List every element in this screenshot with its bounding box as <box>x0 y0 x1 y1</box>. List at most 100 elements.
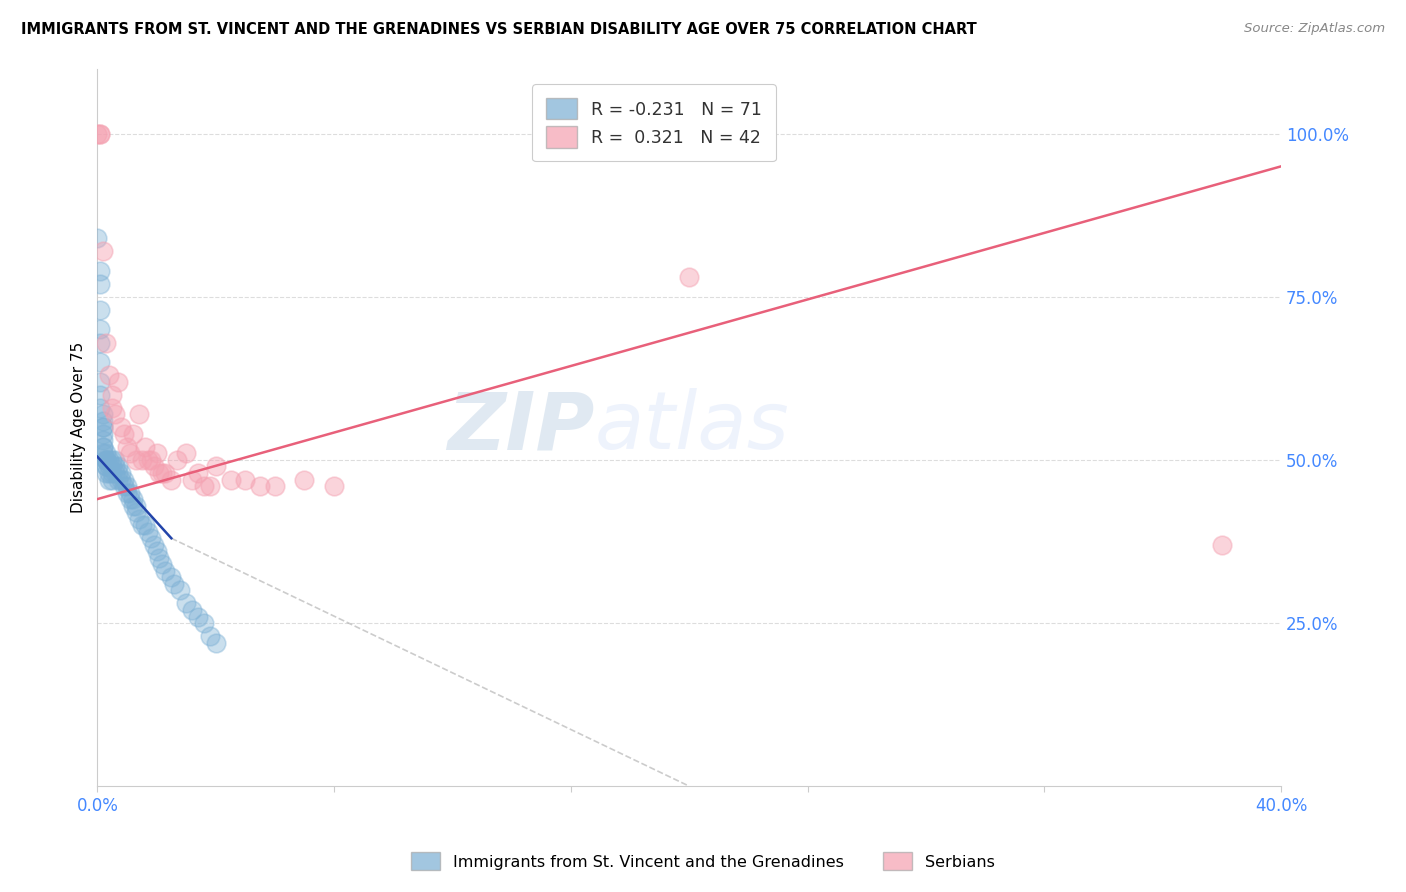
Point <box>91 244 114 259</box>
Point <box>98 453 121 467</box>
Text: Source: ZipAtlas.com: Source: ZipAtlas.com <box>1244 22 1385 36</box>
Point <box>86 231 108 245</box>
Point <box>134 518 156 533</box>
Point <box>128 511 150 525</box>
Point <box>139 453 162 467</box>
Point <box>115 479 138 493</box>
Point <box>110 420 132 434</box>
Point <box>145 446 167 460</box>
Point <box>152 466 174 480</box>
Point <box>678 270 700 285</box>
Point <box>155 466 177 480</box>
Point <box>91 446 114 460</box>
Point <box>134 440 156 454</box>
Point <box>148 466 170 480</box>
Point <box>233 473 256 487</box>
Y-axis label: Disability Age Over 75: Disability Age Over 75 <box>72 342 86 513</box>
Point <box>89 127 111 141</box>
Point <box>112 426 135 441</box>
Point <box>98 466 121 480</box>
Point <box>89 302 111 317</box>
Point <box>91 440 114 454</box>
Point <box>115 485 138 500</box>
Point <box>110 473 132 487</box>
Point <box>107 459 129 474</box>
Point <box>96 453 118 467</box>
Point <box>125 453 148 467</box>
Point <box>121 492 143 507</box>
Point <box>142 538 165 552</box>
Point <box>198 479 221 493</box>
Point <box>91 407 114 421</box>
Point <box>110 466 132 480</box>
Point <box>89 375 111 389</box>
Point <box>91 414 114 428</box>
Point <box>91 420 114 434</box>
Point <box>104 407 127 421</box>
Point <box>89 335 111 350</box>
Point <box>193 615 215 630</box>
Point <box>101 466 124 480</box>
Point <box>98 459 121 474</box>
Point <box>89 355 111 369</box>
Point <box>91 434 114 448</box>
Point <box>121 426 143 441</box>
Point <box>86 127 108 141</box>
Point <box>96 453 118 467</box>
Point <box>101 401 124 415</box>
Point <box>125 505 148 519</box>
Point <box>96 453 118 467</box>
Point <box>160 473 183 487</box>
Point <box>145 544 167 558</box>
Point <box>142 459 165 474</box>
Point <box>125 499 148 513</box>
Point <box>112 473 135 487</box>
Point <box>323 479 346 493</box>
Point <box>107 375 129 389</box>
Point <box>96 459 118 474</box>
Point <box>181 603 204 617</box>
Text: atlas: atlas <box>595 388 789 467</box>
Point <box>104 466 127 480</box>
Point <box>204 459 226 474</box>
Point <box>91 420 114 434</box>
Point <box>118 446 141 460</box>
Point <box>91 440 114 454</box>
Point <box>187 466 209 480</box>
Point <box>174 597 197 611</box>
Point <box>204 635 226 649</box>
Point <box>96 459 118 474</box>
Point <box>148 550 170 565</box>
Point <box>96 335 118 350</box>
Point <box>160 570 183 584</box>
Point <box>193 479 215 493</box>
Point <box>91 426 114 441</box>
Point <box>89 277 111 291</box>
Point <box>104 453 127 467</box>
Point <box>101 473 124 487</box>
Point <box>1211 538 1233 552</box>
Legend: R = -0.231   N = 71, R =  0.321   N = 42: R = -0.231 N = 71, R = 0.321 N = 42 <box>531 85 776 161</box>
Point <box>187 609 209 624</box>
Point <box>112 479 135 493</box>
Point <box>96 466 118 480</box>
Point <box>121 499 143 513</box>
Point <box>139 531 162 545</box>
Point <box>152 558 174 572</box>
Point <box>98 368 121 383</box>
Point <box>101 453 124 467</box>
Point <box>107 466 129 480</box>
Point <box>128 407 150 421</box>
Point <box>96 446 118 460</box>
Point <box>89 388 111 402</box>
Point <box>155 564 177 578</box>
Point <box>104 459 127 474</box>
Point <box>118 492 141 507</box>
Point <box>131 518 153 533</box>
Point <box>89 264 111 278</box>
Text: ZIP: ZIP <box>447 388 595 467</box>
Point <box>163 577 186 591</box>
Point <box>169 583 191 598</box>
Point <box>249 479 271 493</box>
Point <box>174 446 197 460</box>
